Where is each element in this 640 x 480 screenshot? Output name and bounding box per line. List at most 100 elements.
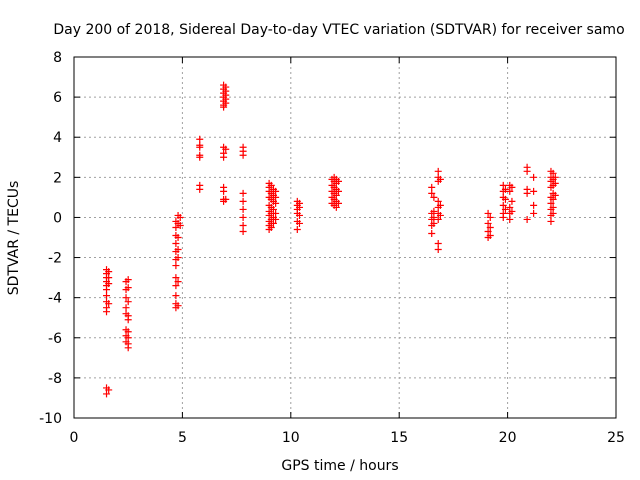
data-point (428, 183, 436, 191)
data-point (434, 215, 442, 223)
y-tick-label: -8 (48, 371, 62, 387)
data-point (508, 207, 516, 215)
plot-frame (73, 56, 617, 419)
data-point (196, 135, 204, 143)
x-tick-label: 0 (70, 430, 79, 446)
data-point (222, 99, 230, 107)
data-point (272, 187, 280, 195)
chart-title: Day 200 of 2018, Sidereal Day-to-day VTE… (53, 22, 624, 38)
data-point (103, 292, 111, 300)
x-tick-label: 15 (390, 430, 408, 446)
y-tick-label: 2 (53, 170, 62, 186)
data-point (124, 298, 132, 306)
data-point (174, 234, 182, 241)
data-point (530, 187, 538, 195)
data-point (551, 179, 559, 187)
data-point (428, 189, 436, 197)
data-point (334, 199, 342, 207)
data-point (220, 187, 228, 195)
data-point (332, 191, 340, 199)
data-point (530, 173, 538, 181)
y-tick-label: -2 (48, 251, 62, 267)
y-tick-label: -4 (48, 291, 62, 307)
x-tick-label: 5 (178, 430, 187, 446)
data-point (523, 215, 531, 223)
data-point (434, 246, 442, 254)
data-point (269, 219, 277, 227)
data-point (124, 344, 132, 352)
data-point (124, 316, 132, 324)
data-point (484, 209, 492, 217)
data-point (486, 223, 494, 231)
data-points (103, 81, 559, 398)
data-point (530, 209, 538, 217)
data-point (295, 211, 303, 219)
data-point (434, 197, 442, 205)
data-point (222, 145, 230, 153)
data-point (172, 274, 180, 282)
data-point (267, 181, 275, 189)
data-point (105, 386, 113, 394)
data-point (174, 246, 182, 254)
data-point (124, 284, 132, 292)
data-point (196, 143, 204, 151)
data-point (549, 203, 557, 211)
data-point (103, 390, 111, 398)
data-point (272, 215, 280, 223)
x-tick-label: 20 (499, 430, 517, 446)
data-point (105, 274, 113, 282)
data-point (220, 103, 228, 111)
y-tick-label: 6 (53, 90, 62, 106)
grid-lines (74, 57, 616, 418)
data-point (428, 229, 436, 237)
data-point (239, 213, 247, 221)
data-point (176, 213, 184, 221)
data-point (239, 189, 247, 197)
data-point (103, 308, 111, 316)
data-point (436, 175, 444, 183)
data-point (547, 217, 555, 225)
data-point (506, 203, 514, 211)
data-point (501, 195, 509, 203)
data-point (551, 191, 559, 199)
data-point (436, 201, 444, 209)
data-point (506, 215, 514, 223)
data-point (547, 199, 555, 207)
data-point (430, 207, 438, 215)
data-point (332, 203, 340, 211)
data-point (499, 201, 507, 209)
data-point (174, 302, 182, 310)
data-point (486, 231, 494, 239)
x-axis-label: GPS time / hours (281, 458, 398, 474)
data-point (174, 254, 182, 262)
y-tick-label: -10 (39, 411, 62, 427)
data-point (484, 219, 492, 227)
data-point (172, 292, 180, 300)
data-point (530, 201, 538, 209)
x-tick-label: 10 (282, 430, 300, 446)
data-point (272, 209, 280, 217)
data-point (293, 225, 301, 233)
data-point (239, 151, 247, 159)
data-point (105, 300, 113, 308)
axis-ticks (73, 56, 617, 419)
data-point (295, 203, 303, 211)
data-point (501, 205, 509, 213)
data-point (508, 183, 516, 191)
data-point (430, 219, 438, 227)
data-point (506, 187, 514, 195)
data-point (334, 187, 342, 195)
data-point (124, 328, 132, 336)
data-point (269, 205, 277, 213)
data-point (267, 223, 275, 231)
data-point (523, 167, 531, 175)
data-point (436, 211, 444, 219)
data-point (523, 189, 531, 197)
data-point (105, 268, 113, 276)
y-tick-label: 4 (53, 130, 62, 146)
data-point (549, 169, 557, 177)
data-point (196, 185, 204, 193)
data-point (172, 282, 180, 290)
data-point (434, 240, 442, 248)
